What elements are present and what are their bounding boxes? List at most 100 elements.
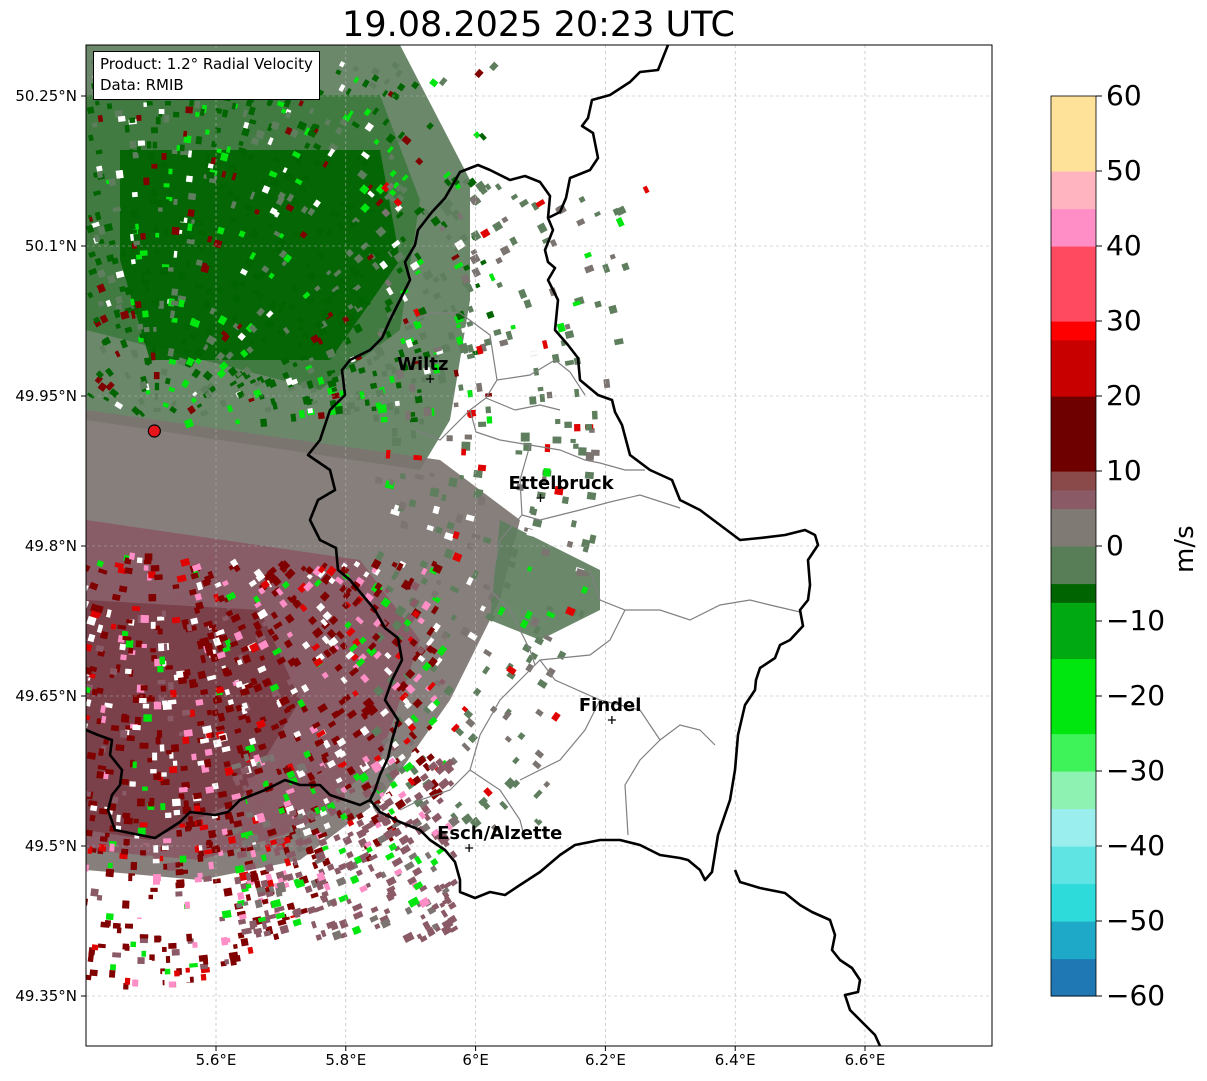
echo-pixel [312,142,322,151]
echo-pixel [408,383,417,392]
colorbar-segment [1051,827,1096,847]
echo-pixel [212,739,223,748]
echo-pixel [345,812,355,822]
echo-pixel [287,173,295,182]
echo-pixel [135,640,143,648]
echo-pixel [224,638,232,648]
echo-pixel [351,902,363,912]
echo-pixel [431,812,443,823]
echo-pixel [147,803,155,810]
echo-pixel [465,283,474,293]
echo-pixel [432,505,440,515]
echo-pixel [435,579,442,586]
echo-pixel [164,100,172,106]
echo-pixel [219,183,226,191]
echo-pixel [421,661,432,672]
echo-pixel [320,929,327,938]
echo-pixel [566,540,574,548]
echo-pixel [317,376,325,386]
echo-pixel [195,601,204,610]
echo-pixel [351,121,360,129]
echo-pixel [273,933,280,941]
echo-pixel [352,911,364,920]
echo-pixel [381,89,389,98]
echo-pixel [435,757,445,767]
echo-pixel [370,760,382,772]
echo-pixel [130,310,136,319]
echo-pixel [121,877,129,885]
echo-pixel [391,61,400,70]
echo-pixel [99,314,109,324]
echo-pixel [366,733,376,742]
echo-pixel [482,665,491,675]
echo-pixel [109,667,118,676]
echo-pixel [203,174,208,179]
colorbar-segment [1051,658,1096,678]
echo-pixel [345,737,354,747]
echo-pixel [169,406,178,414]
echo-pixel [435,526,443,534]
echo-pixel [362,697,375,709]
echo-pixel [452,531,460,540]
echo-pixel [99,345,107,354]
echo-pixel [202,725,213,734]
echo-pixel [360,151,370,160]
map-gridlines [86,45,992,1046]
echo-pixel [143,714,152,722]
echo-pixel [418,896,431,908]
echo-pixel [334,867,342,875]
colorbar-segment [1051,602,1096,622]
echo-pixel [308,357,315,363]
echo-pixel [518,198,529,208]
echo-pixel [152,858,160,864]
echo-pixel [449,878,459,887]
echo-pixel [345,860,355,871]
echo-pixel [96,718,102,725]
echo-pixel [285,203,295,212]
echo-pixel [461,813,473,825]
echo-pixel [462,177,470,186]
echo-pixel [141,279,150,286]
echo-pixel [427,681,436,691]
echo-pixel [135,300,142,309]
echo-pixel [155,736,161,745]
echo-pixel [419,772,429,782]
echo-pixel [499,338,509,347]
echo-pixel [448,477,458,488]
echo-pixel [126,735,135,742]
echo-pixel [305,364,313,371]
echo-pixel [389,375,395,384]
echo-pixel [432,363,441,374]
echo-pixel [401,174,409,182]
echo-pixel [413,454,423,461]
echo-pixel [417,654,426,663]
echo-pixel [410,714,420,723]
echo-pixel [170,400,178,408]
echo-pixel [404,796,412,805]
echo-pixel [141,643,147,649]
echo-pixel [181,154,189,161]
echo-pixel [326,759,337,769]
echo-pixel [235,704,243,712]
echo-pixel [403,618,412,627]
echo-pixel [108,388,120,398]
echo-pixel [167,347,175,357]
echo-pixel [323,822,331,830]
echo-pixel [414,474,424,481]
echo-pixel [228,565,234,571]
echo-pixel [151,163,158,169]
echo-pixel [188,333,198,340]
echo-pixel [106,103,113,110]
echo-pixel [187,405,196,415]
echo-pixel [362,788,373,799]
echo-pixel [103,396,110,402]
echo-pixel [215,351,226,362]
echo-pixel [265,407,272,413]
colorbar-segment [1051,358,1096,378]
echo-pixel [241,927,252,935]
echo-pixel [121,953,131,959]
echo-pixel [369,819,377,827]
echo-pixel [273,230,281,237]
echo-pixel [304,142,311,150]
echo-pixel [143,559,152,565]
